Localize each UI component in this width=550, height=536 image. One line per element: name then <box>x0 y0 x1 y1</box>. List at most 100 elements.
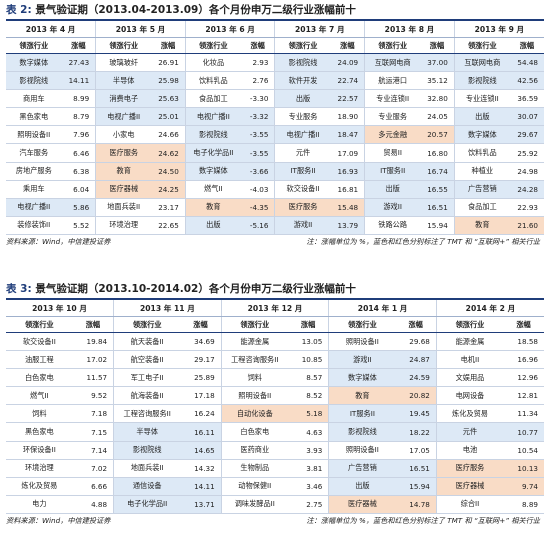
table-row: 乘用车 6.04 医疗器械 24.25 燃气II -4.03 软交设备II 16.81 出版 16… <box>6 180 544 199</box>
table-block-2013-oct-2014-feb: 表 3: 景气验证期（2013.10-2014.02）各个月份申万二级行业涨幅前… <box>6 281 544 528</box>
industry-name-cell: 玻璃玻纤 <box>95 53 152 73</box>
column-header-gain: 涨幅 <box>151 37 186 54</box>
gain-value-cell: 11.34 <box>503 404 544 424</box>
gain-value-cell: 24.50 <box>151 162 186 181</box>
industry-name-cell: 医疗器械 <box>95 180 152 199</box>
industry-name-cell: 照明设备II <box>6 125 62 145</box>
gain-value-cell: 13.05 <box>287 332 329 352</box>
gain-value-cell: 18.47 <box>330 125 365 145</box>
gain-value-cell: 3.81 <box>287 459 329 478</box>
month-header: 2013 年 12 月 <box>220 299 329 317</box>
industry-name-cell: 食品加工 <box>184 89 241 109</box>
gain-value-cell: 24.66 <box>151 125 186 145</box>
gain-value-cell: 24.98 <box>509 162 544 181</box>
industry-name-cell: IT服务II <box>364 162 421 181</box>
industry-name-cell: 生物制品 <box>220 459 288 478</box>
industry-name-cell: 专业服务 <box>274 107 331 127</box>
industry-name-cell: 燃气II <box>184 180 241 199</box>
gain-value-cell: 25.98 <box>151 71 186 91</box>
column-header-industry: 领涨行业 <box>6 37 62 54</box>
industry-name-cell: 电视广播II <box>274 125 331 145</box>
industry-name-cell: 环保设备II <box>6 441 73 460</box>
gain-value-cell: 5.18 <box>287 404 329 424</box>
gain-value-cell: -5.16 <box>240 216 275 235</box>
gain-value-cell: 7.96 <box>61 125 96 145</box>
industry-name-cell: 出版 <box>274 89 331 109</box>
gain-value-cell: 24.28 <box>509 180 544 199</box>
industry-name-cell: 出版 <box>364 180 421 199</box>
unit-note: 注：涨幅单位为 %，蓝色和红色分别标注了 TMT 和 “互联网+” 相关行业 <box>306 515 540 525</box>
gain-value-cell: 15.48 <box>330 198 365 217</box>
gain-value-cell: 8.52 <box>287 386 329 406</box>
gain-value-cell: 14.65 <box>180 441 222 460</box>
column-header-gain: 涨幅 <box>395 316 437 333</box>
gain-value-cell: 16.81 <box>330 180 365 199</box>
column-header-gain: 涨幅 <box>509 37 544 54</box>
industry-name-cell: 医疗器械 <box>435 477 504 496</box>
industry-name-cell: 专业连锁II <box>453 89 510 109</box>
industry-name-cell: 电机II <box>435 350 504 370</box>
gain-value-cell: 10.85 <box>287 350 329 370</box>
gain-value-cell: 25.89 <box>180 368 222 388</box>
column-header-gain: 涨幅 <box>61 37 96 54</box>
industry-name-cell: 元件 <box>274 143 331 163</box>
gain-value-cell: 16.74 <box>420 162 455 181</box>
industry-name-cell: 出版 <box>184 216 241 235</box>
industry-name-cell: 航天装备II <box>113 332 181 352</box>
gain-value-cell: 22.93 <box>509 198 544 217</box>
industry-name-cell: 软件开发 <box>274 71 331 91</box>
month-header: 2013 年 7 月 <box>274 20 365 38</box>
gain-value-cell: 6.66 <box>72 477 114 496</box>
industry-name-cell: 照明设备II <box>328 441 396 460</box>
industry-name-cell: IT服务II <box>328 404 396 424</box>
gain-value-cell: -3.55 <box>240 125 275 145</box>
industry-name-cell: 影视院线 <box>453 71 510 91</box>
gain-value-cell: 8.99 <box>61 89 96 109</box>
gain-value-cell: 14.11 <box>61 71 96 91</box>
gain-value-cell: 7.18 <box>72 404 114 424</box>
industry-name-cell: 通信设备 <box>113 477 181 496</box>
industry-name-cell: 互联网电商 <box>364 53 421 73</box>
industry-name-cell: 电视广播II <box>184 107 241 127</box>
industry-name-cell: 白色家电 <box>220 422 288 442</box>
gain-value-cell: 13.71 <box>180 495 222 514</box>
gain-value-cell: -3.30 <box>240 89 275 109</box>
month-header-row: 2013 年 10 月 2013 年 11 月 2013 年 12 月 2014 年 … <box>6 299 544 317</box>
industry-name-cell: 影视院线 <box>6 71 62 91</box>
gain-value-cell: 7.02 <box>72 459 114 478</box>
gain-value-cell: 36.59 <box>509 89 544 109</box>
industry-name-cell: 影视院线 <box>184 125 241 145</box>
gain-value-cell: 16.55 <box>420 180 455 199</box>
industry-name-cell: 房地产服务 <box>6 162 62 181</box>
gain-value-cell: 14.32 <box>180 459 222 478</box>
gain-value-cell: 14.11 <box>180 477 222 496</box>
industry-name-cell: 出版 <box>328 477 396 496</box>
gain-value-cell: 18.22 <box>395 422 437 442</box>
gain-value-cell: 18.90 <box>330 107 365 127</box>
industry-name-cell: 食品加工 <box>453 198 510 217</box>
gain-value-cell: 17.02 <box>72 350 114 370</box>
column-header-industry: 领涨行业 <box>364 37 421 54</box>
industry-name-cell: 照明设备II <box>220 386 288 406</box>
gain-value-cell: 7.15 <box>72 422 114 442</box>
industry-name-cell: 影视院线 <box>113 441 181 460</box>
industry-name-cell: 专业连锁II <box>364 89 421 109</box>
gain-value-cell: 8.79 <box>61 107 96 127</box>
industry-name-cell: 能源金属 <box>220 332 288 352</box>
gain-value-cell: 15.94 <box>395 477 437 496</box>
table-row: 环境治理 7.02 地面兵装II 14.32 生物制品 3.81 广告营销 16.51 医疗服务… <box>6 459 544 478</box>
table-row: 商用车 8.99 消费电子 25.63 食品加工 -3.30 出版 22.57 专业连锁II 32… <box>6 89 544 109</box>
gain-value-cell: 21.60 <box>509 216 544 235</box>
gain-value-cell: 35.12 <box>420 71 455 91</box>
gain-value-cell: 9.52 <box>72 386 114 406</box>
month-header: 2014 年 2 月 <box>435 299 544 317</box>
gain-value-cell: 16.51 <box>420 198 455 217</box>
industry-name-cell: 照明设备II <box>328 332 396 352</box>
column-header-gain: 涨幅 <box>503 316 544 333</box>
industry-name-cell: 医疗服务 <box>95 143 152 163</box>
industry-name-cell: 电视广播II <box>95 107 152 127</box>
industry-name-cell: 电力 <box>6 495 73 514</box>
gain-value-cell: 2.76 <box>240 71 275 91</box>
industry-name-cell: 医疗器械 <box>328 495 396 514</box>
industry-name-cell: 多元金融 <box>364 125 421 145</box>
